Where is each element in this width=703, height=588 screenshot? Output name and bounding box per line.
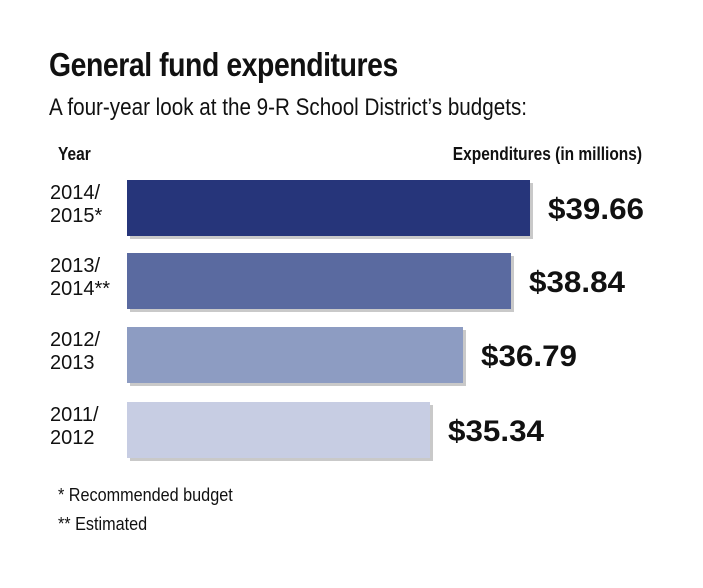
year-label-0-line-0: 2014/ — [50, 182, 100, 204]
year-label-1-line-0: 2013/ — [50, 255, 100, 277]
footnote-estimated: ** Estimated — [58, 514, 148, 534]
year-label-0-line-1: 2015* — [50, 205, 102, 227]
bar-0 — [127, 180, 530, 236]
chart-subtitle: A four-year look at the 9-R School Distr… — [49, 94, 528, 121]
value-label-1: $38.84 — [529, 266, 625, 299]
bar-1 — [127, 253, 511, 309]
footnote-recommended: * Recommended budget — [58, 485, 233, 505]
year-column-header: Year — [58, 144, 91, 164]
value-label-0: $39.66 — [548, 193, 644, 226]
expenditures-column-header: Expenditures (in millions) — [452, 144, 642, 164]
year-label-2-line-0: 2012/ — [50, 329, 100, 351]
chart-title: General fund expenditures — [49, 46, 398, 83]
value-label-2: $36.79 — [481, 340, 577, 373]
year-label-1-line-1: 2014** — [50, 278, 110, 300]
year-label-2-line-1: 2013 — [50, 352, 95, 374]
value-label-3: $35.34 — [448, 415, 544, 448]
year-label-3-line-0: 2011/ — [50, 404, 99, 426]
bar-2 — [127, 327, 463, 383]
year-label-3-line-1: 2012 — [50, 427, 95, 449]
bar-3 — [127, 402, 430, 458]
